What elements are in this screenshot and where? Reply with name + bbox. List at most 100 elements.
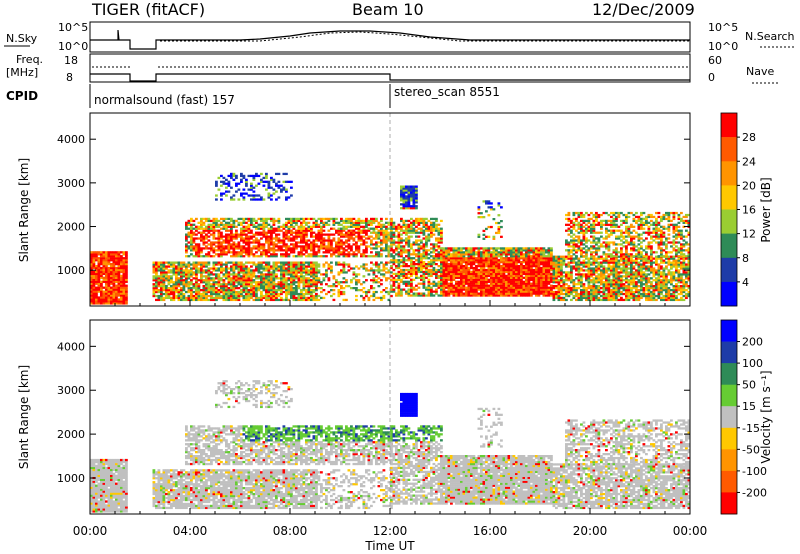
range-cell — [327, 223, 331, 226]
range-cell — [490, 272, 493, 276]
range-cell — [125, 251, 128, 254]
range-cell — [372, 263, 376, 266]
range-cell — [257, 239, 261, 242]
range-cell — [345, 281, 348, 284]
range-cell — [295, 298, 298, 302]
range-cell — [485, 253, 488, 256]
range-cell — [290, 265, 293, 268]
range-cell — [512, 278, 516, 281]
range-cell — [107, 253, 111, 256]
range-cell — [507, 249, 511, 252]
range-cell — [325, 217, 328, 221]
range-cell — [462, 265, 466, 268]
range-cell — [352, 253, 356, 256]
range-cell — [192, 290, 196, 294]
range-cell — [222, 180, 226, 183]
range-cell — [110, 265, 113, 268]
range-cell — [532, 249, 536, 252]
range-cell — [225, 273, 228, 276]
range-cell — [255, 287, 258, 290]
range-cell — [355, 255, 358, 258]
range-cell — [415, 255, 418, 258]
range-cell — [212, 225, 216, 228]
range-cell — [532, 274, 536, 278]
range-cell — [117, 266, 121, 270]
range-cell — [367, 273, 371, 276]
range-cell — [177, 294, 181, 298]
range-cell — [215, 263, 218, 266]
range-cell — [292, 298, 296, 302]
range-cell — [192, 285, 196, 288]
range-cell — [335, 263, 338, 266]
range-cell — [337, 231, 341, 234]
range-cell — [497, 259, 501, 262]
range-cell — [500, 253, 503, 256]
range-cell — [92, 284, 96, 287]
range-cell — [327, 267, 331, 270]
range-cell — [297, 283, 301, 286]
range-cell — [545, 268, 548, 272]
range-cell — [560, 257, 563, 260]
range-cell — [105, 292, 108, 295]
range-cell — [222, 227, 226, 230]
range-cell — [157, 269, 161, 272]
range-cell — [407, 223, 411, 226]
range-cell — [470, 255, 473, 258]
range-cell — [490, 247, 493, 250]
range-cell — [290, 194, 293, 197]
range-cell — [492, 294, 496, 297]
range-cell — [200, 279, 203, 282]
range-cell — [355, 253, 358, 256]
range-cell — [392, 251, 396, 254]
range-cell — [570, 277, 573, 280]
range-cell — [247, 298, 251, 302]
range-cell — [400, 245, 403, 248]
range-cell — [260, 198, 263, 201]
range-cell — [505, 268, 508, 272]
range-cell — [420, 292, 423, 295]
range-cell — [212, 235, 216, 238]
range-cell — [230, 294, 233, 298]
range-cell — [385, 249, 388, 252]
range-cell — [342, 229, 346, 232]
range-cell — [475, 290, 478, 293]
range-cell — [397, 235, 401, 238]
range-cell — [252, 281, 256, 284]
nave-tick-bottom: 0 — [708, 71, 715, 84]
range-cell — [232, 255, 236, 258]
range-cell — [427, 282, 431, 285]
range-cell — [535, 253, 538, 256]
range-cell — [252, 235, 256, 238]
range-cell — [570, 273, 573, 276]
range-cell — [527, 249, 531, 252]
range-cell — [390, 265, 393, 268]
range-cell — [520, 247, 523, 250]
range-cell — [282, 235, 286, 238]
range-cell — [387, 237, 391, 240]
range-cell — [245, 296, 248, 300]
range-cell — [107, 251, 111, 254]
range-cell — [247, 247, 251, 250]
range-cell — [365, 229, 368, 232]
range-cell — [90, 274, 93, 278]
range-cell — [160, 296, 163, 300]
range-cell — [472, 270, 476, 274]
range-cell — [485, 272, 488, 276]
range-cell — [402, 247, 406, 250]
range-cell — [205, 292, 208, 296]
range-cell — [507, 268, 511, 272]
range-cell — [172, 271, 176, 274]
range-cell — [547, 288, 551, 291]
range-cell — [555, 281, 558, 284]
range-cell — [427, 239, 431, 242]
range-cell — [550, 259, 553, 262]
range-cell — [97, 280, 101, 283]
range-cell — [480, 257, 483, 260]
range-cell — [460, 284, 463, 287]
range-cell — [122, 292, 126, 295]
range-cell — [445, 268, 448, 272]
range-cell — [195, 271, 198, 274]
range-cell — [317, 263, 321, 266]
range-cell — [102, 294, 106, 297]
range-cell — [287, 290, 291, 294]
